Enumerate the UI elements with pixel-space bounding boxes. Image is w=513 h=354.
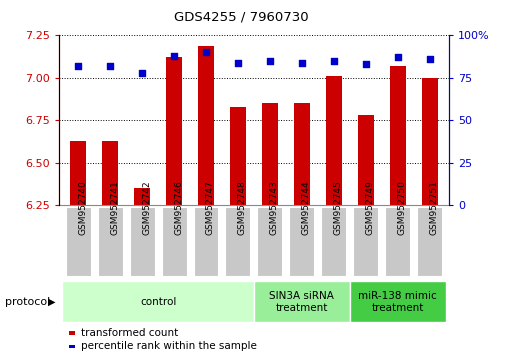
- FancyBboxPatch shape: [321, 207, 346, 276]
- Text: GSM952740: GSM952740: [78, 180, 87, 235]
- Text: ▶: ▶: [48, 297, 55, 307]
- Text: GSM952744: GSM952744: [302, 180, 311, 235]
- Text: GSM952741: GSM952741: [110, 180, 119, 235]
- Text: SIN3A siRNA
treatment: SIN3A siRNA treatment: [269, 291, 334, 313]
- Text: GSM952749: GSM952749: [366, 180, 375, 235]
- Text: transformed count: transformed count: [81, 328, 178, 338]
- Text: GSM952746: GSM952746: [174, 180, 183, 235]
- FancyBboxPatch shape: [258, 207, 282, 276]
- Point: [170, 53, 178, 59]
- Point: [362, 62, 370, 67]
- Text: GSM952751: GSM952751: [430, 180, 439, 235]
- Point: [74, 63, 82, 69]
- Point: [393, 55, 402, 60]
- FancyBboxPatch shape: [130, 207, 154, 276]
- Point: [330, 58, 338, 64]
- FancyBboxPatch shape: [385, 207, 410, 276]
- Bar: [262, 103, 278, 205]
- FancyBboxPatch shape: [97, 207, 123, 276]
- Point: [426, 56, 434, 62]
- Text: GDS4255 / 7960730: GDS4255 / 7960730: [174, 11, 308, 24]
- Bar: [390, 66, 406, 205]
- Bar: [166, 57, 182, 205]
- Point: [138, 70, 146, 76]
- FancyBboxPatch shape: [350, 281, 446, 322]
- Bar: [294, 103, 310, 205]
- Point: [106, 63, 114, 69]
- Bar: [422, 78, 438, 205]
- Bar: [326, 76, 342, 205]
- Text: GSM952742: GSM952742: [142, 180, 151, 235]
- FancyBboxPatch shape: [417, 207, 442, 276]
- Point: [202, 50, 210, 55]
- FancyBboxPatch shape: [193, 207, 219, 276]
- Bar: [198, 46, 214, 205]
- Text: percentile rank within the sample: percentile rank within the sample: [81, 341, 256, 351]
- Point: [234, 60, 242, 65]
- FancyBboxPatch shape: [289, 207, 314, 276]
- Text: GSM952745: GSM952745: [334, 180, 343, 235]
- FancyBboxPatch shape: [66, 207, 91, 276]
- Bar: [70, 141, 86, 205]
- Text: control: control: [140, 297, 176, 307]
- Text: GSM952750: GSM952750: [398, 180, 407, 235]
- FancyBboxPatch shape: [353, 207, 378, 276]
- Bar: [102, 141, 118, 205]
- Text: protocol: protocol: [5, 297, 50, 307]
- Point: [298, 60, 306, 65]
- Text: GSM952747: GSM952747: [206, 180, 215, 235]
- Bar: [358, 115, 374, 205]
- Text: GSM952743: GSM952743: [270, 180, 279, 235]
- Bar: [230, 107, 246, 205]
- Text: miR-138 mimic
treatment: miR-138 mimic treatment: [359, 291, 437, 313]
- FancyBboxPatch shape: [62, 281, 254, 322]
- Text: GSM952748: GSM952748: [238, 180, 247, 235]
- FancyBboxPatch shape: [162, 207, 187, 276]
- FancyBboxPatch shape: [254, 281, 350, 322]
- FancyBboxPatch shape: [226, 207, 250, 276]
- Point: [266, 58, 274, 64]
- Bar: [134, 188, 150, 205]
